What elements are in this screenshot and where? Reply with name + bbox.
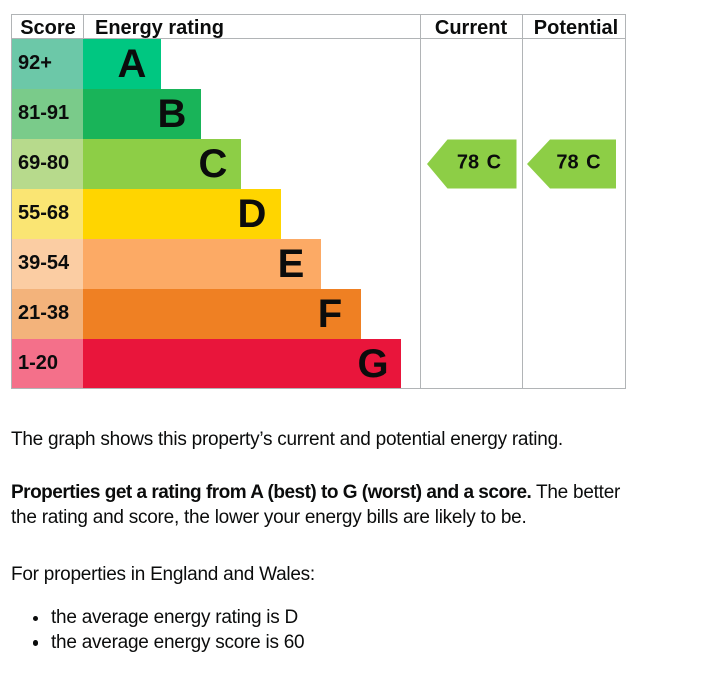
svg-text:78 C: 78 C: [457, 152, 501, 174]
svg-text:Potential: Potential: [534, 17, 618, 39]
svg-text:69-80: 69-80: [18, 152, 69, 174]
svg-text:Current: Current: [435, 17, 508, 39]
svg-text:81-91: 81-91: [18, 102, 69, 124]
svg-text:1-20: 1-20: [18, 352, 58, 374]
svg-text:E: E: [278, 242, 305, 286]
svg-text:78 C: 78 C: [556, 152, 600, 174]
svg-text:F: F: [318, 292, 342, 336]
svg-text:39-54: 39-54: [18, 252, 70, 274]
svg-text:D: D: [238, 192, 267, 236]
svg-text:Score: Score: [20, 17, 76, 39]
svg-text:A: A: [118, 42, 147, 86]
svg-text:C: C: [199, 142, 228, 186]
svg-text:92+: 92+: [18, 52, 52, 74]
svg-text:G: G: [357, 342, 388, 386]
svg-text:Energy rating: Energy rating: [95, 17, 224, 39]
svg-text:55-68: 55-68: [18, 202, 69, 224]
svg-text:21-38: 21-38: [18, 302, 69, 324]
svg-text:B: B: [158, 92, 187, 136]
